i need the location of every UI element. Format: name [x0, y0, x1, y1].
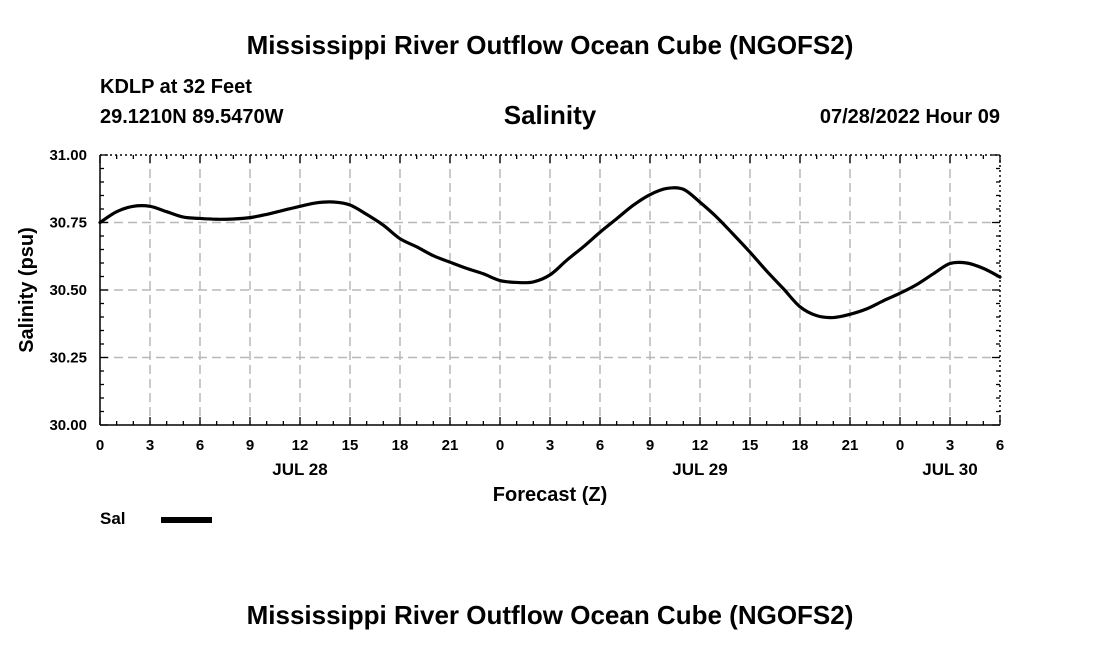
y-tick-label: 30.25	[49, 350, 87, 367]
chart-title: Salinity	[503, 100, 597, 130]
x-tick-label: 21	[442, 437, 459, 454]
x-tick-label: 9	[646, 437, 654, 454]
x-day-label: JUL 28	[272, 460, 327, 479]
x-tick-label: 9	[246, 437, 254, 454]
x-tick-label: 21	[842, 437, 859, 454]
x-tick-label: 3	[146, 437, 154, 454]
x-tick-label: 18	[392, 437, 409, 454]
legend-label: Sal	[100, 509, 126, 528]
x-tick-label: 0	[896, 437, 904, 454]
station-coordinates: 29.1210N 89.5470W	[100, 106, 284, 128]
forecast-timestamp: 07/28/2022 Hour 09	[819, 106, 1000, 128]
y-tick-label: 30.50	[49, 282, 87, 299]
y-tick-label: 31.00	[49, 147, 87, 164]
series-line-sal	[98, 186, 1002, 320]
x-tick-label: 12	[292, 437, 309, 454]
x-tick-label: 0	[496, 437, 504, 454]
x-tick-label: 18	[792, 437, 809, 454]
grid	[100, 155, 1000, 425]
x-tick-label: 6	[996, 437, 1004, 454]
x-tick-label: 3	[946, 437, 954, 454]
x-tick-label: 6	[596, 437, 604, 454]
x-tick-label: 6	[196, 437, 204, 454]
x-day-label: JUL 29	[672, 460, 727, 479]
series-layer	[98, 186, 1002, 320]
chart-main-title: Mississippi River Outflow Ocean Cube (NG…	[246, 30, 854, 60]
x-tick-label: 15	[742, 437, 759, 454]
axes: 0 3 6 9 12 15 18 21 0 3 6 9 12 15 18 21 0 3 6 JUL 28 JUL 29 J…	[16, 147, 1004, 506]
x-axis-title: Forecast (Z)	[493, 484, 607, 506]
y-tick-label: 30.00	[49, 417, 87, 434]
x-tick-label: 12	[692, 437, 709, 454]
x-tick-label: 15	[342, 437, 359, 454]
x-day-label: JUL 30	[922, 460, 977, 479]
x-tick-label: 0	[96, 437, 104, 454]
legend-line-swatch	[161, 517, 212, 523]
x-tick-label: 3	[546, 437, 554, 454]
y-tick-label: 30.75	[49, 215, 87, 232]
station-label: KDLP at 32 Feet	[100, 76, 252, 98]
footer-title: Mississippi River Outflow Ocean Cube (NG…	[246, 600, 854, 630]
y-axis-title: Salinity (psu)	[16, 227, 38, 353]
